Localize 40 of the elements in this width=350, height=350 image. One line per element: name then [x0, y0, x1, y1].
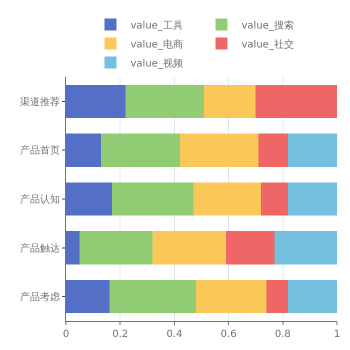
bar: [204, 84, 256, 118]
bar: [226, 231, 275, 264]
bar: [288, 134, 337, 167]
bar: [274, 231, 337, 264]
legend-label: value_视频: [130, 57, 183, 70]
legend-label: value_社交: [242, 38, 294, 50]
bar: [256, 84, 337, 118]
x-tick-label: 0: [62, 329, 70, 340]
y-tick-label: 产品认知: [20, 194, 60, 206]
bar: [66, 84, 126, 118]
bar: [180, 134, 258, 167]
bar: [112, 182, 194, 216]
x-tick-label: 1: [334, 329, 340, 340]
bar: [126, 84, 204, 118]
bar: [101, 134, 180, 167]
bar: [109, 280, 196, 314]
bar: [193, 182, 262, 216]
legend-label: value_搜索: [242, 19, 294, 32]
x-tick-label: 0.6: [220, 329, 237, 340]
legend-label: value_工具: [130, 20, 183, 32]
x-tick-label: 0.8: [274, 329, 291, 340]
y-tick-label: 渠道推荐: [20, 96, 60, 108]
bar: [196, 280, 267, 314]
y-tick-label: 产品考虑: [20, 291, 60, 304]
y-tick-label: 产品首页: [20, 144, 60, 157]
x-tick-label: 0.2: [112, 329, 128, 340]
bar: [66, 280, 110, 314]
bar: [266, 280, 288, 314]
x-tick-label: 0.4: [166, 329, 182, 340]
bar: [66, 182, 112, 216]
bar: [258, 134, 288, 167]
bar: [80, 231, 153, 264]
bar: [152, 231, 226, 264]
bar: [288, 182, 337, 216]
bar: [288, 280, 337, 314]
bar: [66, 134, 102, 167]
y-tick-label: 产品触达: [20, 242, 60, 254]
bar: [66, 231, 80, 264]
legend-label: value_电商: [130, 38, 183, 50]
bar: [261, 182, 288, 216]
